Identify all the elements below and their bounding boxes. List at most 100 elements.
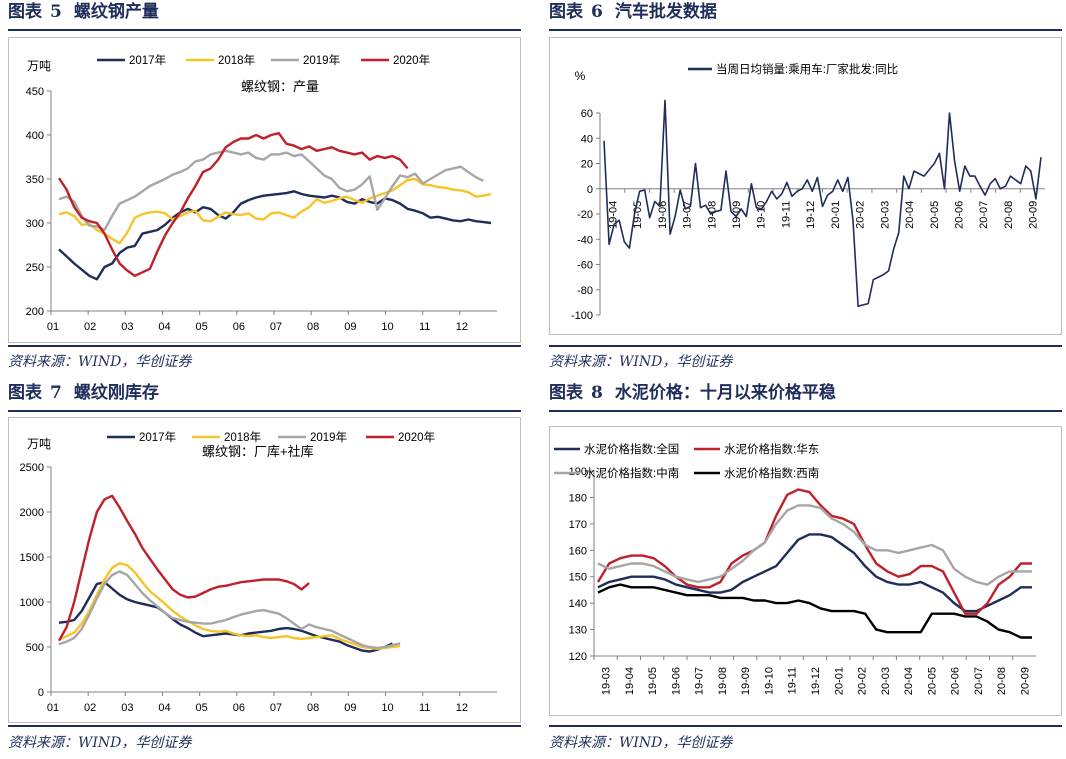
x-tick-label: 07 [270, 321, 282, 333]
x-tick-label: 20-07 [973, 667, 985, 695]
series-line-2018年 [58, 177, 492, 245]
figure-7-title: 图表 7 螺纹刚库存 [8, 383, 159, 403]
x-tick-label: 02 [84, 321, 96, 333]
x-tick-label: 07 [270, 702, 282, 714]
series-line-水泥价格指数:华东 [596, 488, 1032, 615]
legend-label: 2018年 [224, 430, 261, 444]
y-tick-label: 400 [26, 130, 44, 142]
series-line-水泥价格指数:西南 [597, 583, 1032, 639]
x-tick-label: 20-08 [996, 667, 1008, 695]
series-line-2019年 [58, 149, 484, 232]
x-tick-label: 20-08 [1003, 201, 1015, 229]
unit-label: % [575, 69, 586, 83]
x-tick-label: 12 [456, 321, 468, 333]
x-tick-label: 19-03 [601, 667, 613, 695]
legend-label: 2017年 [139, 430, 176, 444]
x-tick-label: 04 [158, 321, 170, 333]
figure-6-title: 图表 6 汽车批发数据 [549, 2, 717, 22]
y-tick-label: 300 [26, 218, 44, 230]
x-tick-label: 20-01 [830, 201, 842, 229]
legend-label: 2019年 [310, 430, 347, 444]
y-tick-label: 500 [26, 642, 44, 654]
y-tick-label: -80 [577, 285, 593, 297]
x-tick-label: 01 [47, 321, 59, 333]
y-tick-label: 2500 [20, 462, 44, 474]
y-tick-label: 1000 [20, 597, 44, 609]
y-tick-label: -20 [577, 209, 593, 221]
source-note: 资料来源：WIND，华创证券 [549, 735, 733, 751]
y-tick-label: 140 [569, 598, 587, 610]
series-line-2018年 [58, 562, 401, 650]
x-tick-label: 03 [121, 321, 133, 333]
legend-label: 2017年 [129, 53, 166, 67]
figure-8-panel: 图表 8 水泥价格：十月以来价格平稳 120 130 140 150 160 170 180 19… [549, 381, 1062, 759]
y-tick-label: 2000 [20, 507, 44, 519]
x-tick-label: 06 [233, 321, 245, 333]
x-tick-label: 08 [307, 321, 319, 333]
x-tick-label: 19-11 [780, 201, 792, 228]
source-rule [549, 345, 1062, 347]
x-tick-label: 19-08 [717, 667, 729, 695]
legend-label: 水泥价格指数:全国 [584, 442, 679, 456]
x-tick-label: 19-07 [682, 201, 694, 229]
x-tick-label: 19-10 [756, 201, 768, 229]
x-tick-label: 20-06 [953, 201, 965, 229]
chart-frame: 200 250 300 350 400 450 01 02 03 04 05 06 07 08 09 10 11… [8, 37, 521, 343]
x-tick-label: 04 [158, 702, 170, 714]
series-line-水泥价格指数:中南 [597, 504, 1032, 586]
y-tick-label: 40 [581, 133, 593, 145]
x-tick-label: 19-10 [763, 667, 775, 695]
chart-frame: 12013014015016017018019019-0319-0419-051… [549, 426, 1062, 716]
y-tick-label: 60 [581, 108, 593, 120]
y-tick-label: -60 [577, 260, 593, 272]
x-tick-label: 20-05 [929, 201, 941, 229]
x-tick-label: 20-05 [926, 667, 938, 695]
legend-label: 水泥价格指数:华东 [724, 442, 819, 456]
figure-5-title: 图表 5 螺纹钢产量 [8, 2, 159, 22]
series-line-2019年 [58, 570, 401, 650]
x-tick-label: 11 [419, 702, 430, 714]
legend-label: 水泥价格指数:中南 [584, 466, 679, 480]
series-line-2020年 [57, 494, 310, 642]
title-rule [8, 410, 521, 412]
y-tick-label: 0 [38, 687, 44, 699]
chart-annotation: 螺纹钢：产量 [241, 79, 319, 94]
x-tick-label: 20-09 [1028, 201, 1040, 229]
x-tick-label: 06 [233, 702, 245, 714]
x-tick-label: 19-09 [740, 667, 752, 695]
chart-frame: 0 500 1000 1500 2000 2500 01 02 03 04 05 06 07 08 09 10… [8, 417, 521, 723]
x-tick-label: 20-06 [950, 667, 962, 695]
x-tick-label: 19-07 [694, 667, 706, 695]
series-line-水泥价格指数:全国 [597, 533, 1032, 613]
legend-label: 当周日均销量:乘用车:厂家批发:同比 [716, 62, 898, 76]
y-tick-label: -100 [571, 310, 593, 322]
x-tick-label: 19-12 [805, 201, 817, 229]
y-tick-label: 160 [569, 545, 587, 557]
x-tick-label: 20-02 [855, 201, 867, 229]
y-tick-label: 20 [581, 159, 593, 171]
chart-steel-production: 200 250 300 350 400 450 01 02 03 04 05 06 07 08 09 10 11… [26, 53, 497, 333]
x-tick-label: 05 [196, 702, 208, 714]
chart-cement-price: 12013014015016017018019019-0319-0419-051… [554, 442, 1036, 695]
y-tick-label: 150 [569, 572, 587, 584]
x-tick-label: 01 [47, 702, 59, 714]
x-tick-label: 19-11 [787, 667, 799, 694]
x-tick-label: 20-04 [904, 201, 916, 229]
series-line-2020年 [57, 132, 409, 277]
y-tick-label: 200 [26, 306, 44, 318]
x-tick-label: 08 [307, 702, 319, 714]
source-note: 资料来源：WIND，华创证券 [8, 354, 192, 370]
chart-frame: -100 -80 -60 -40 -20 0 20 40 60 19-04 19-05 19-06 19… [549, 37, 1062, 335]
figure-8-title: 图表 8 水泥价格：十月以来价格平稳 [549, 383, 836, 403]
y-tick-label: 170 [569, 519, 587, 531]
legend-label: 2020年 [398, 430, 435, 444]
title-rule [549, 410, 1062, 412]
x-tick-label: 12 [456, 702, 468, 714]
y-tick-label: 450 [26, 86, 44, 98]
x-tick-label: 09 [344, 321, 356, 333]
legend-label: 2020年 [393, 53, 430, 67]
title-rule [8, 29, 521, 31]
series-line-2017年 [58, 190, 492, 281]
chart-steel-inventory: 0 500 1000 1500 2000 2500 01 02 03 04 05 06 07 08 09 10… [20, 430, 497, 714]
